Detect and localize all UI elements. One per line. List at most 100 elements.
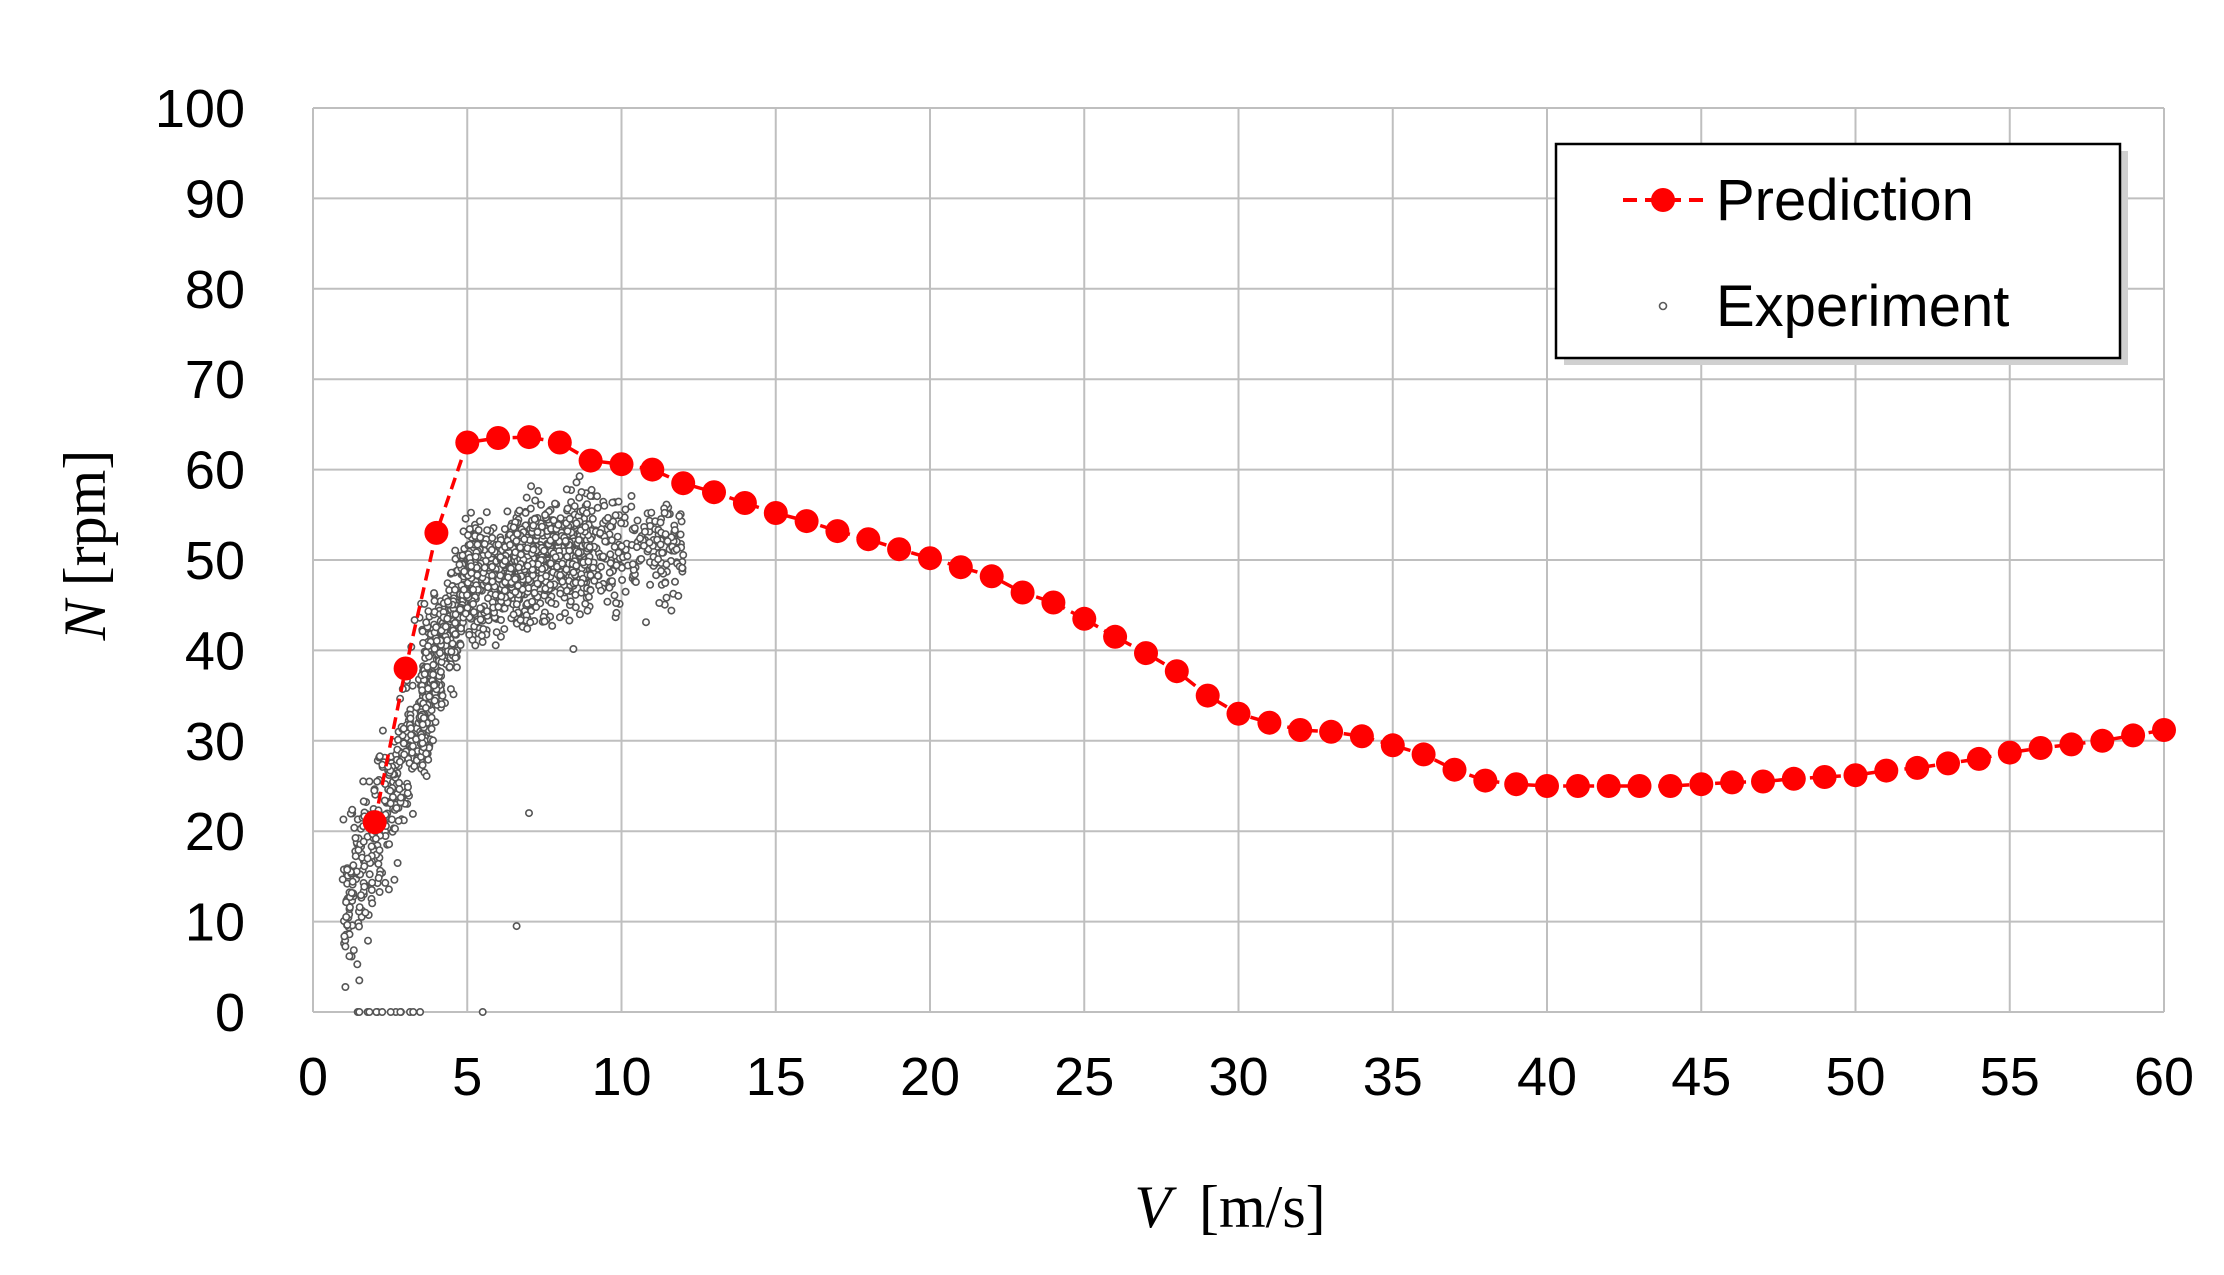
experiment-point xyxy=(672,545,681,554)
y-tick-label: 10 xyxy=(185,893,245,953)
experiment-point xyxy=(582,509,591,518)
experiment-point xyxy=(548,621,557,630)
experiment-point xyxy=(554,520,563,529)
x-tick-label: 55 xyxy=(1980,1047,2040,1107)
prediction-point xyxy=(1966,746,1991,771)
prediction-point xyxy=(1565,774,1590,798)
experiment-point xyxy=(345,952,354,961)
experiment-point xyxy=(483,526,492,535)
experiment-point xyxy=(410,616,419,625)
experiment-point xyxy=(450,585,459,594)
experiment-point xyxy=(533,527,542,536)
tick-labels: 0 5 10 15 20 25 30 35 40 45 50 55 60 0 10 20 30 40 50 60 70 8… xyxy=(155,79,2194,1107)
prediction-point xyxy=(2028,736,2053,760)
experiment-point xyxy=(546,580,555,589)
experiment-point xyxy=(410,762,419,771)
experiment-point xyxy=(571,590,580,599)
experiment-point xyxy=(459,585,468,594)
experiment-point xyxy=(586,586,595,595)
x-tick-label: 15 xyxy=(746,1047,806,1107)
experiment-point xyxy=(359,797,368,806)
experiment-point xyxy=(456,605,465,614)
experiment-point xyxy=(527,482,536,491)
prediction-point xyxy=(2090,728,2115,753)
y-tick-label: 90 xyxy=(185,169,245,229)
prediction-point xyxy=(1874,758,1899,783)
experiment-point xyxy=(375,887,384,896)
experiment-point xyxy=(492,628,501,637)
experiment-point xyxy=(561,536,570,545)
experiment-point xyxy=(583,500,592,509)
experiment-point xyxy=(586,491,595,500)
experiment-point xyxy=(447,568,456,577)
experiment-point xyxy=(408,681,417,690)
experiment-point xyxy=(611,511,620,520)
experiment-point xyxy=(424,607,433,616)
legend-prediction-marker xyxy=(1651,188,1675,212)
experiment-point xyxy=(667,606,676,615)
x-tick-label: 45 xyxy=(1671,1047,1731,1107)
experiment-point xyxy=(378,1007,387,1016)
experiment-point xyxy=(343,865,352,874)
experiment-point xyxy=(367,842,376,851)
experiment-point xyxy=(506,564,515,573)
experiment-point xyxy=(513,529,522,538)
experiment-point xyxy=(469,608,478,617)
prediction-point xyxy=(455,430,480,455)
experiment-point xyxy=(656,566,665,575)
experiment-point xyxy=(406,714,415,723)
prediction-point xyxy=(1751,769,1775,794)
experiment-point xyxy=(363,854,372,863)
experiment-point xyxy=(605,568,614,577)
experiment-point xyxy=(494,540,503,549)
experiment-point xyxy=(558,577,567,586)
experiment-point xyxy=(338,875,347,884)
experiment-point xyxy=(496,615,505,624)
experiment-point xyxy=(583,606,592,615)
experiment-point xyxy=(461,514,470,523)
experiment-point xyxy=(655,598,664,607)
experiment-point xyxy=(392,804,401,813)
experiment-point xyxy=(656,518,665,527)
experiment-point xyxy=(575,472,584,481)
y-tick-label: 40 xyxy=(185,621,245,681)
experiment-point xyxy=(387,815,396,824)
experiment-point xyxy=(613,532,622,541)
experiment-point xyxy=(463,531,472,540)
experiment-point xyxy=(631,577,640,586)
experiment-point xyxy=(608,498,617,507)
experiment-point xyxy=(663,537,672,546)
experiment-point xyxy=(676,530,685,539)
experiment-point xyxy=(547,598,556,607)
experiment-point xyxy=(586,571,595,580)
experiment-point xyxy=(455,560,464,569)
experiment-point xyxy=(394,816,403,825)
experiment-point xyxy=(420,670,429,679)
prediction-point xyxy=(1164,659,1189,684)
experiment-point xyxy=(368,878,377,887)
experiment-point xyxy=(374,859,383,868)
experiment-point xyxy=(550,499,559,508)
experiment-point xyxy=(488,577,497,586)
x-axis-unit: [m/s] xyxy=(1199,1174,1326,1240)
experiment-point xyxy=(512,922,521,931)
legend-experiment-marker xyxy=(1658,301,1668,311)
experiment-point xyxy=(487,545,496,554)
experiment-point xyxy=(456,624,465,633)
experiment-point xyxy=(566,597,575,606)
experiment-point xyxy=(674,591,683,600)
experiment-point xyxy=(416,1007,425,1016)
experiment-point xyxy=(505,540,514,549)
experiment-point xyxy=(536,500,545,509)
experiment-point xyxy=(574,548,583,557)
experiment-point xyxy=(341,982,350,991)
x-tick-label: 35 xyxy=(1363,1047,1423,1107)
prediction-point xyxy=(1843,763,1868,788)
experiment-point xyxy=(606,550,615,559)
prediction-point xyxy=(1349,724,1374,749)
experiment-point xyxy=(343,920,352,929)
experiment-point xyxy=(532,603,541,612)
prediction-point xyxy=(424,520,449,545)
experiment-point xyxy=(375,846,384,855)
